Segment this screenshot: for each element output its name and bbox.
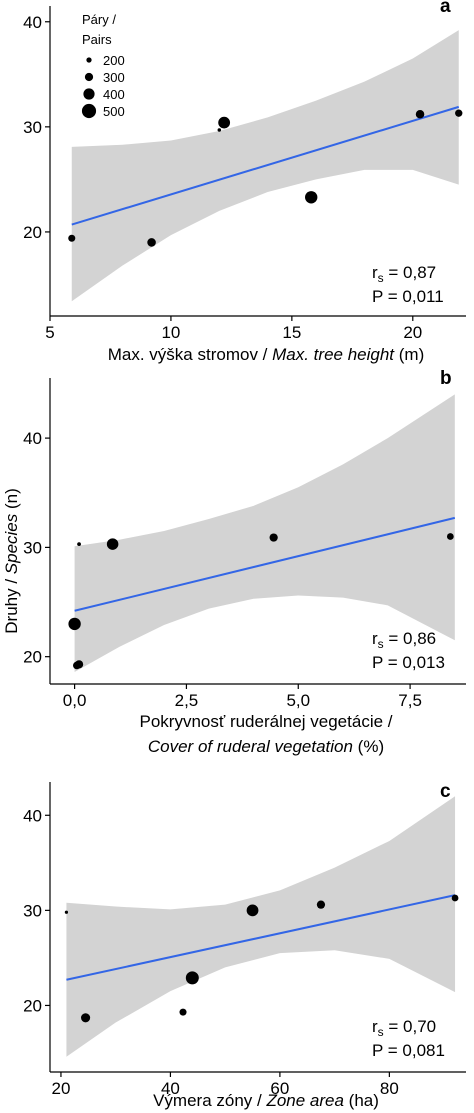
confidence-band bbox=[66, 796, 456, 1057]
regression-line bbox=[66, 894, 456, 981]
x-tick-label: 60 bbox=[270, 1079, 289, 1098]
x-tick-label: 0,0 bbox=[63, 691, 87, 710]
data-point bbox=[64, 910, 69, 914]
data-point bbox=[217, 128, 222, 132]
spearman-rs: rs = 0,87 bbox=[372, 263, 436, 285]
data-point bbox=[246, 904, 259, 917]
x-tick-label: 5,0 bbox=[286, 691, 310, 710]
legend-label: 200 bbox=[103, 53, 125, 68]
legend-title-line2: Pairs bbox=[82, 32, 112, 47]
data-point bbox=[451, 894, 459, 902]
panel-b: 0,0 2,5 5,0 7,5 20 30 40 Pokryvnosť ruderálnej … bbox=[2, 368, 466, 756]
panel-letter: b bbox=[440, 368, 452, 389]
y-tick-label: 30 bbox=[23, 901, 42, 920]
data-point bbox=[218, 116, 231, 129]
y-axis-title: Druhy / Species (n) bbox=[2, 488, 21, 634]
legend-symbol bbox=[83, 88, 95, 100]
x-tick-label: 7,5 bbox=[398, 691, 422, 710]
data-point bbox=[77, 542, 81, 547]
y-tick-label: 20 bbox=[23, 648, 42, 667]
p-value: P = 0,081 bbox=[372, 1041, 445, 1060]
legend-symbol bbox=[81, 103, 97, 119]
data-point bbox=[269, 533, 278, 542]
confidence-band bbox=[74, 394, 455, 672]
legend-symbol bbox=[86, 57, 92, 63]
panel-letter: c bbox=[440, 781, 451, 802]
legend-label: 400 bbox=[103, 87, 125, 102]
y-tick-label: 30 bbox=[23, 118, 42, 137]
legend-label: 500 bbox=[103, 104, 125, 119]
regression-line bbox=[71, 105, 460, 226]
data-point bbox=[68, 234, 76, 242]
panel-letter: a bbox=[440, 0, 451, 17]
data-point bbox=[179, 1008, 187, 1016]
x-tick-label: 15 bbox=[282, 323, 301, 342]
data-point bbox=[185, 971, 199, 985]
data-point bbox=[455, 109, 463, 117]
data-point bbox=[415, 109, 425, 119]
y-tick-label: 20 bbox=[23, 996, 42, 1015]
data-point bbox=[446, 533, 454, 540]
legend-title: Páry / bbox=[82, 12, 116, 27]
x-tick-label: 10 bbox=[161, 323, 180, 342]
data-point bbox=[81, 1013, 91, 1023]
x-tick-label: 40 bbox=[161, 1079, 180, 1098]
data-point bbox=[147, 238, 156, 247]
x-axis-title: Max. výška stromov / Max. tree height (m… bbox=[108, 345, 425, 364]
spearman-rs: rs = 0,70 bbox=[372, 1017, 436, 1039]
p-value: P = 0,011 bbox=[372, 287, 444, 306]
y-tick-label: 40 bbox=[23, 429, 42, 448]
y-tick-label: 40 bbox=[23, 13, 42, 32]
x-tick-label: 5 bbox=[45, 323, 54, 342]
panel-a: 5 10 15 20 20 30 40 Max. výška stromov / Max. t… bbox=[23, 0, 466, 364]
x-tick-label: 80 bbox=[380, 1079, 399, 1098]
y-tick-label: 20 bbox=[23, 223, 42, 242]
data-point bbox=[68, 617, 81, 631]
data-point bbox=[74, 660, 84, 669]
p-value: P = 0,013 bbox=[372, 653, 445, 672]
y-tick-label: 40 bbox=[23, 806, 42, 825]
x-axis-title: Výmera zóny / Zone area (ha) bbox=[153, 1091, 379, 1110]
data-point bbox=[305, 191, 318, 204]
data-point bbox=[316, 900, 326, 909]
legend-symbol bbox=[84, 72, 94, 82]
legend-label: 300 bbox=[103, 70, 125, 85]
y-tick-label: 30 bbox=[23, 538, 42, 557]
x-tick-label: 20 bbox=[403, 323, 422, 342]
x-tick-label: 2,5 bbox=[175, 691, 199, 710]
x-tick-label: 20 bbox=[51, 1079, 70, 1098]
regression-line bbox=[74, 516, 456, 612]
legend: Páry / Pairs 200 300 400 500 bbox=[81, 12, 125, 119]
spearman-rs: rs = 0,86 bbox=[372, 629, 436, 651]
x-axis-title: Pokryvnosť ruderálnej vegetácie / bbox=[139, 712, 392, 731]
data-point bbox=[106, 538, 119, 550]
x-axis-title-line2: Cover of ruderal vegetation (%) bbox=[148, 737, 384, 756]
